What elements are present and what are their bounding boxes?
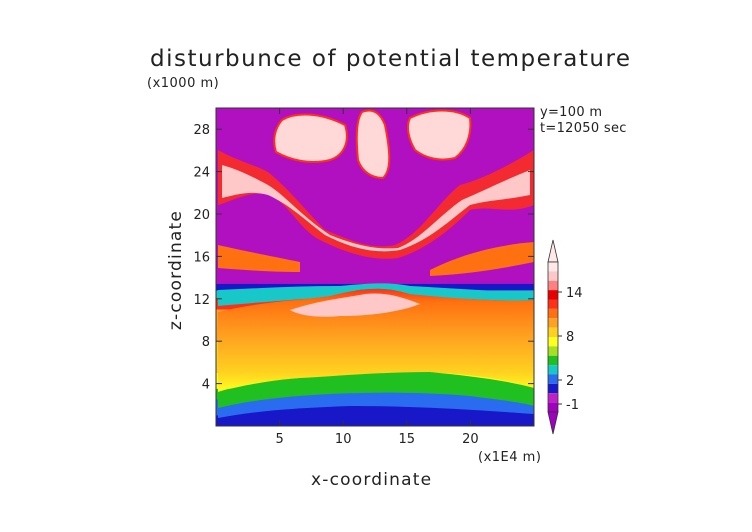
- mid-band-left: [218, 245, 300, 272]
- plot-frame: [215, 107, 535, 427]
- x-tick-label: 10: [335, 432, 352, 447]
- colorbar-label: -1: [566, 398, 579, 413]
- warm-body: [218, 288, 534, 392]
- colorbar-extend-top: [547, 239, 559, 263]
- x-tick-label: 20: [462, 432, 479, 447]
- colorbar-segment: [548, 290, 558, 300]
- colorbar-segment: [548, 374, 558, 384]
- y-ticks: 4 8 12 16 20 24 28: [193, 123, 534, 393]
- colorbar-segment: [548, 327, 558, 337]
- colorbar-segment: [548, 308, 558, 319]
- colorbar-segment: [548, 318, 558, 328]
- colorbar-label: 14: [566, 286, 583, 301]
- y-tick-label: 16: [193, 250, 210, 265]
- chart-title: disturbunce of potential temperature: [150, 46, 632, 72]
- y-tick-label: 20: [193, 208, 210, 223]
- y-tick-label: 12: [193, 293, 210, 308]
- z-scale-label: (x1000 m): [147, 76, 220, 91]
- warm-core: [290, 293, 420, 317]
- colorbar-label: 2: [566, 374, 574, 389]
- annotation-time: t=12050 sec: [540, 121, 627, 136]
- tropopause-band: [218, 283, 534, 306]
- x-ticks: 5 10 15 20: [275, 108, 479, 447]
- y-tick-label: 24: [193, 166, 210, 181]
- colorbar-segment: [548, 280, 558, 291]
- colorbar-segment: [548, 393, 558, 403]
- surface-layer-deep: [218, 406, 534, 426]
- annotation-y: y=100 m: [540, 105, 603, 120]
- heatmap-field: [216, 108, 534, 426]
- y-tick-label: 4: [202, 378, 210, 393]
- y-tick-label: 28: [193, 123, 210, 138]
- colorbar-segment: [548, 299, 558, 309]
- y-tick-label: 8: [202, 335, 210, 350]
- x-axis-label: x-coordinate: [311, 470, 433, 490]
- x-scale-label: (x1E4 m): [478, 450, 542, 465]
- colorbar-segment: [548, 402, 558, 412]
- colorbar-segment: [548, 383, 558, 394]
- colorbar-segment: [548, 271, 558, 281]
- colorbar-segment: [548, 262, 558, 272]
- colorbar-label: 8: [566, 330, 574, 345]
- colorbar-segment: [548, 346, 558, 356]
- colorbar-extend-bottom: [547, 411, 559, 435]
- x-tick-label: 5: [275, 432, 283, 447]
- mid-band-right: [430, 242, 534, 276]
- colorbar-segment: [548, 355, 558, 366]
- colorbar: 14 8 2 -1: [547, 239, 583, 435]
- x-tick-label: 15: [399, 432, 416, 447]
- colorbar-segment: [548, 337, 558, 347]
- colorbar-segment: [548, 365, 558, 375]
- top-plumes: [273, 109, 472, 180]
